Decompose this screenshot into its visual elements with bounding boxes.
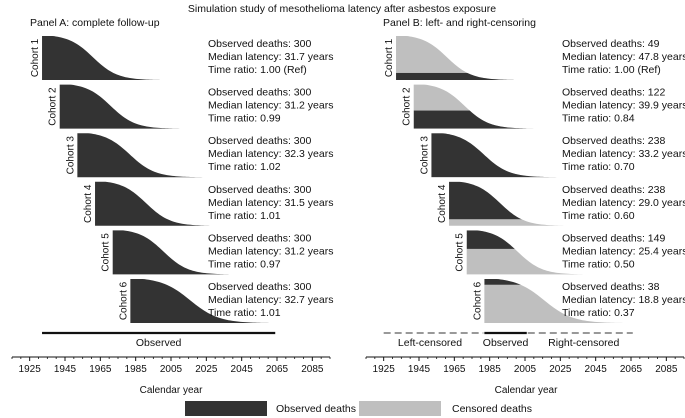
x-tick-label: 2005 <box>160 364 183 375</box>
x-tick-label: 2025 <box>549 364 572 375</box>
median-latency-label: Median latency: 33.2 years <box>562 148 685 160</box>
cohort-area <box>42 36 164 80</box>
observed-deaths-label: Observed deaths: 300 <box>208 135 311 147</box>
cohort-area <box>130 279 274 323</box>
legend-label-censored: Censored deaths <box>452 403 532 415</box>
time-ratio-label: Time ratio: 0.50 <box>562 258 635 270</box>
time-ratio-label: Time ratio: 0.97 <box>208 258 281 270</box>
x-tick-label: 2085 <box>655 364 678 375</box>
x-tick-label: 2025 <box>195 364 218 375</box>
cohort-label: Cohort 6 <box>472 281 483 320</box>
observed-deaths-label: Observed deaths: 238 <box>562 135 665 147</box>
time-ratio-label: Time ratio: 1.00 (Ref) <box>562 64 661 76</box>
cohort-label: Cohort 3 <box>419 136 430 175</box>
legend-label-observed: Observed deaths <box>276 403 356 415</box>
chart-marks <box>42 36 633 335</box>
median-latency-label: Median latency: 31.2 years <box>208 245 334 257</box>
median-latency-label: Median latency: 18.8 years <box>562 294 685 306</box>
median-latency-label: Median latency: 31.7 years <box>208 51 334 63</box>
cohort-label: Cohort 1 <box>384 38 395 77</box>
observed-deaths-label: Observed deaths: 38 <box>562 281 660 293</box>
time-ratio-label: Time ratio: 1.01 <box>208 307 281 319</box>
x-tick-label: 2045 <box>231 364 254 375</box>
x-tick-label: 1925 <box>19 364 42 375</box>
median-latency-label: Median latency: 29.0 years <box>562 197 685 209</box>
median-latency-label: Median latency: 32.3 years <box>208 148 334 160</box>
observed-span-label: Observed <box>483 337 529 349</box>
median-latency-label: Median latency: 47.8 years <box>562 51 685 63</box>
cohort-label: Cohort 5 <box>455 233 466 272</box>
chart-title: Simulation study of mesothelioma latency… <box>188 3 496 15</box>
cohort-label: Cohort 1 <box>30 38 41 77</box>
observed-deaths-label: Observed deaths: 300 <box>208 281 311 293</box>
left-censored-label: Left-censored <box>398 337 462 349</box>
time-ratio-label: Time ratio: 1.02 <box>208 161 281 173</box>
x-tick-label: 2085 <box>301 364 324 375</box>
x-tick-label: 1985 <box>479 364 502 375</box>
observed-deaths-label: Observed deaths: 49 <box>562 38 660 50</box>
cohort-censored-area <box>396 36 518 80</box>
x-tick-label: 1925 <box>373 364 396 375</box>
legend-swatch-observed <box>185 401 267 416</box>
x-axis-title: Calendar year <box>495 385 558 396</box>
cohort-label: Cohort 5 <box>101 233 112 272</box>
chart-axes <box>11 356 685 361</box>
x-tick-label: 2045 <box>585 364 608 375</box>
cohort-area <box>95 181 217 226</box>
time-ratio-label: Time ratio: 1.00 (Ref) <box>208 64 307 76</box>
x-tick-label: 1945 <box>54 364 77 375</box>
time-ratio-label: Time ratio: 0.99 <box>208 113 281 125</box>
cohort-area <box>59 84 182 129</box>
panel-title: Panel B: left- and right-censoring <box>383 17 536 29</box>
cohort-area <box>112 230 235 275</box>
x-axis-title: Calendar year <box>140 385 203 396</box>
median-latency-label: Median latency: 32.7 years <box>208 294 334 306</box>
cohort-area <box>77 133 203 178</box>
median-latency-label: Median latency: 25.4 years <box>562 245 685 257</box>
cohort-censored-area <box>484 279 628 323</box>
time-ratio-label: Time ratio: 1.01 <box>208 210 281 222</box>
x-tick-label: 2065 <box>266 364 289 375</box>
time-ratio-label: Time ratio: 0.37 <box>562 307 635 319</box>
legend: Observed deaths Censored deaths <box>185 401 532 416</box>
cohort-observed-band <box>449 181 571 220</box>
cohort-observed-band <box>396 72 518 80</box>
x-tick-label: 1985 <box>125 364 148 375</box>
x-tick-label: 2005 <box>514 364 537 375</box>
cohort-observed-band <box>431 133 557 178</box>
observed-deaths-label: Observed deaths: 300 <box>208 184 311 196</box>
time-ratio-label: Time ratio: 0.60 <box>562 210 635 222</box>
legend-swatch-censored <box>359 401 441 416</box>
observed-deaths-label: Observed deaths: 149 <box>562 232 665 244</box>
cohort-label: Cohort 2 <box>402 87 413 126</box>
median-latency-label: Median latency: 31.2 years <box>208 100 334 112</box>
cohort-label: Cohort 6 <box>118 281 129 320</box>
observed-deaths-label: Observed deaths: 300 <box>208 38 311 50</box>
observed-deaths-label: Observed deaths: 122 <box>562 87 665 99</box>
time-ratio-label: Time ratio: 0.70 <box>562 161 635 173</box>
observed-deaths-label: Observed deaths: 300 <box>208 232 311 244</box>
cohort-observed-band <box>413 110 536 129</box>
x-tick-label: 1965 <box>89 364 112 375</box>
median-latency-label: Median latency: 31.5 years <box>208 197 334 209</box>
x-tick-label: 2065 <box>620 364 643 375</box>
median-latency-label: Median latency: 39.9 years <box>562 100 685 112</box>
x-tick-label: 1965 <box>443 364 466 375</box>
cohort-label: Cohort 3 <box>65 136 76 175</box>
cohort-label: Cohort 2 <box>48 87 59 126</box>
time-ratio-label: Time ratio: 0.84 <box>562 113 635 125</box>
right-censored-label: Right-censored <box>548 337 619 349</box>
panel-title: Panel A: complete follow-up <box>30 17 160 29</box>
cohort-label: Cohort 4 <box>83 184 94 223</box>
observed-deaths-label: Observed deaths: 300 <box>208 87 311 99</box>
chart-text: Panel A: complete follow-up Cohort 1 Obser… <box>19 17 685 396</box>
x-tick-label: 1945 <box>408 364 431 375</box>
observed-deaths-label: Observed deaths: 238 <box>562 184 665 196</box>
cohort-label: Cohort 4 <box>437 184 448 223</box>
observed-span-label: Observed <box>136 337 182 349</box>
